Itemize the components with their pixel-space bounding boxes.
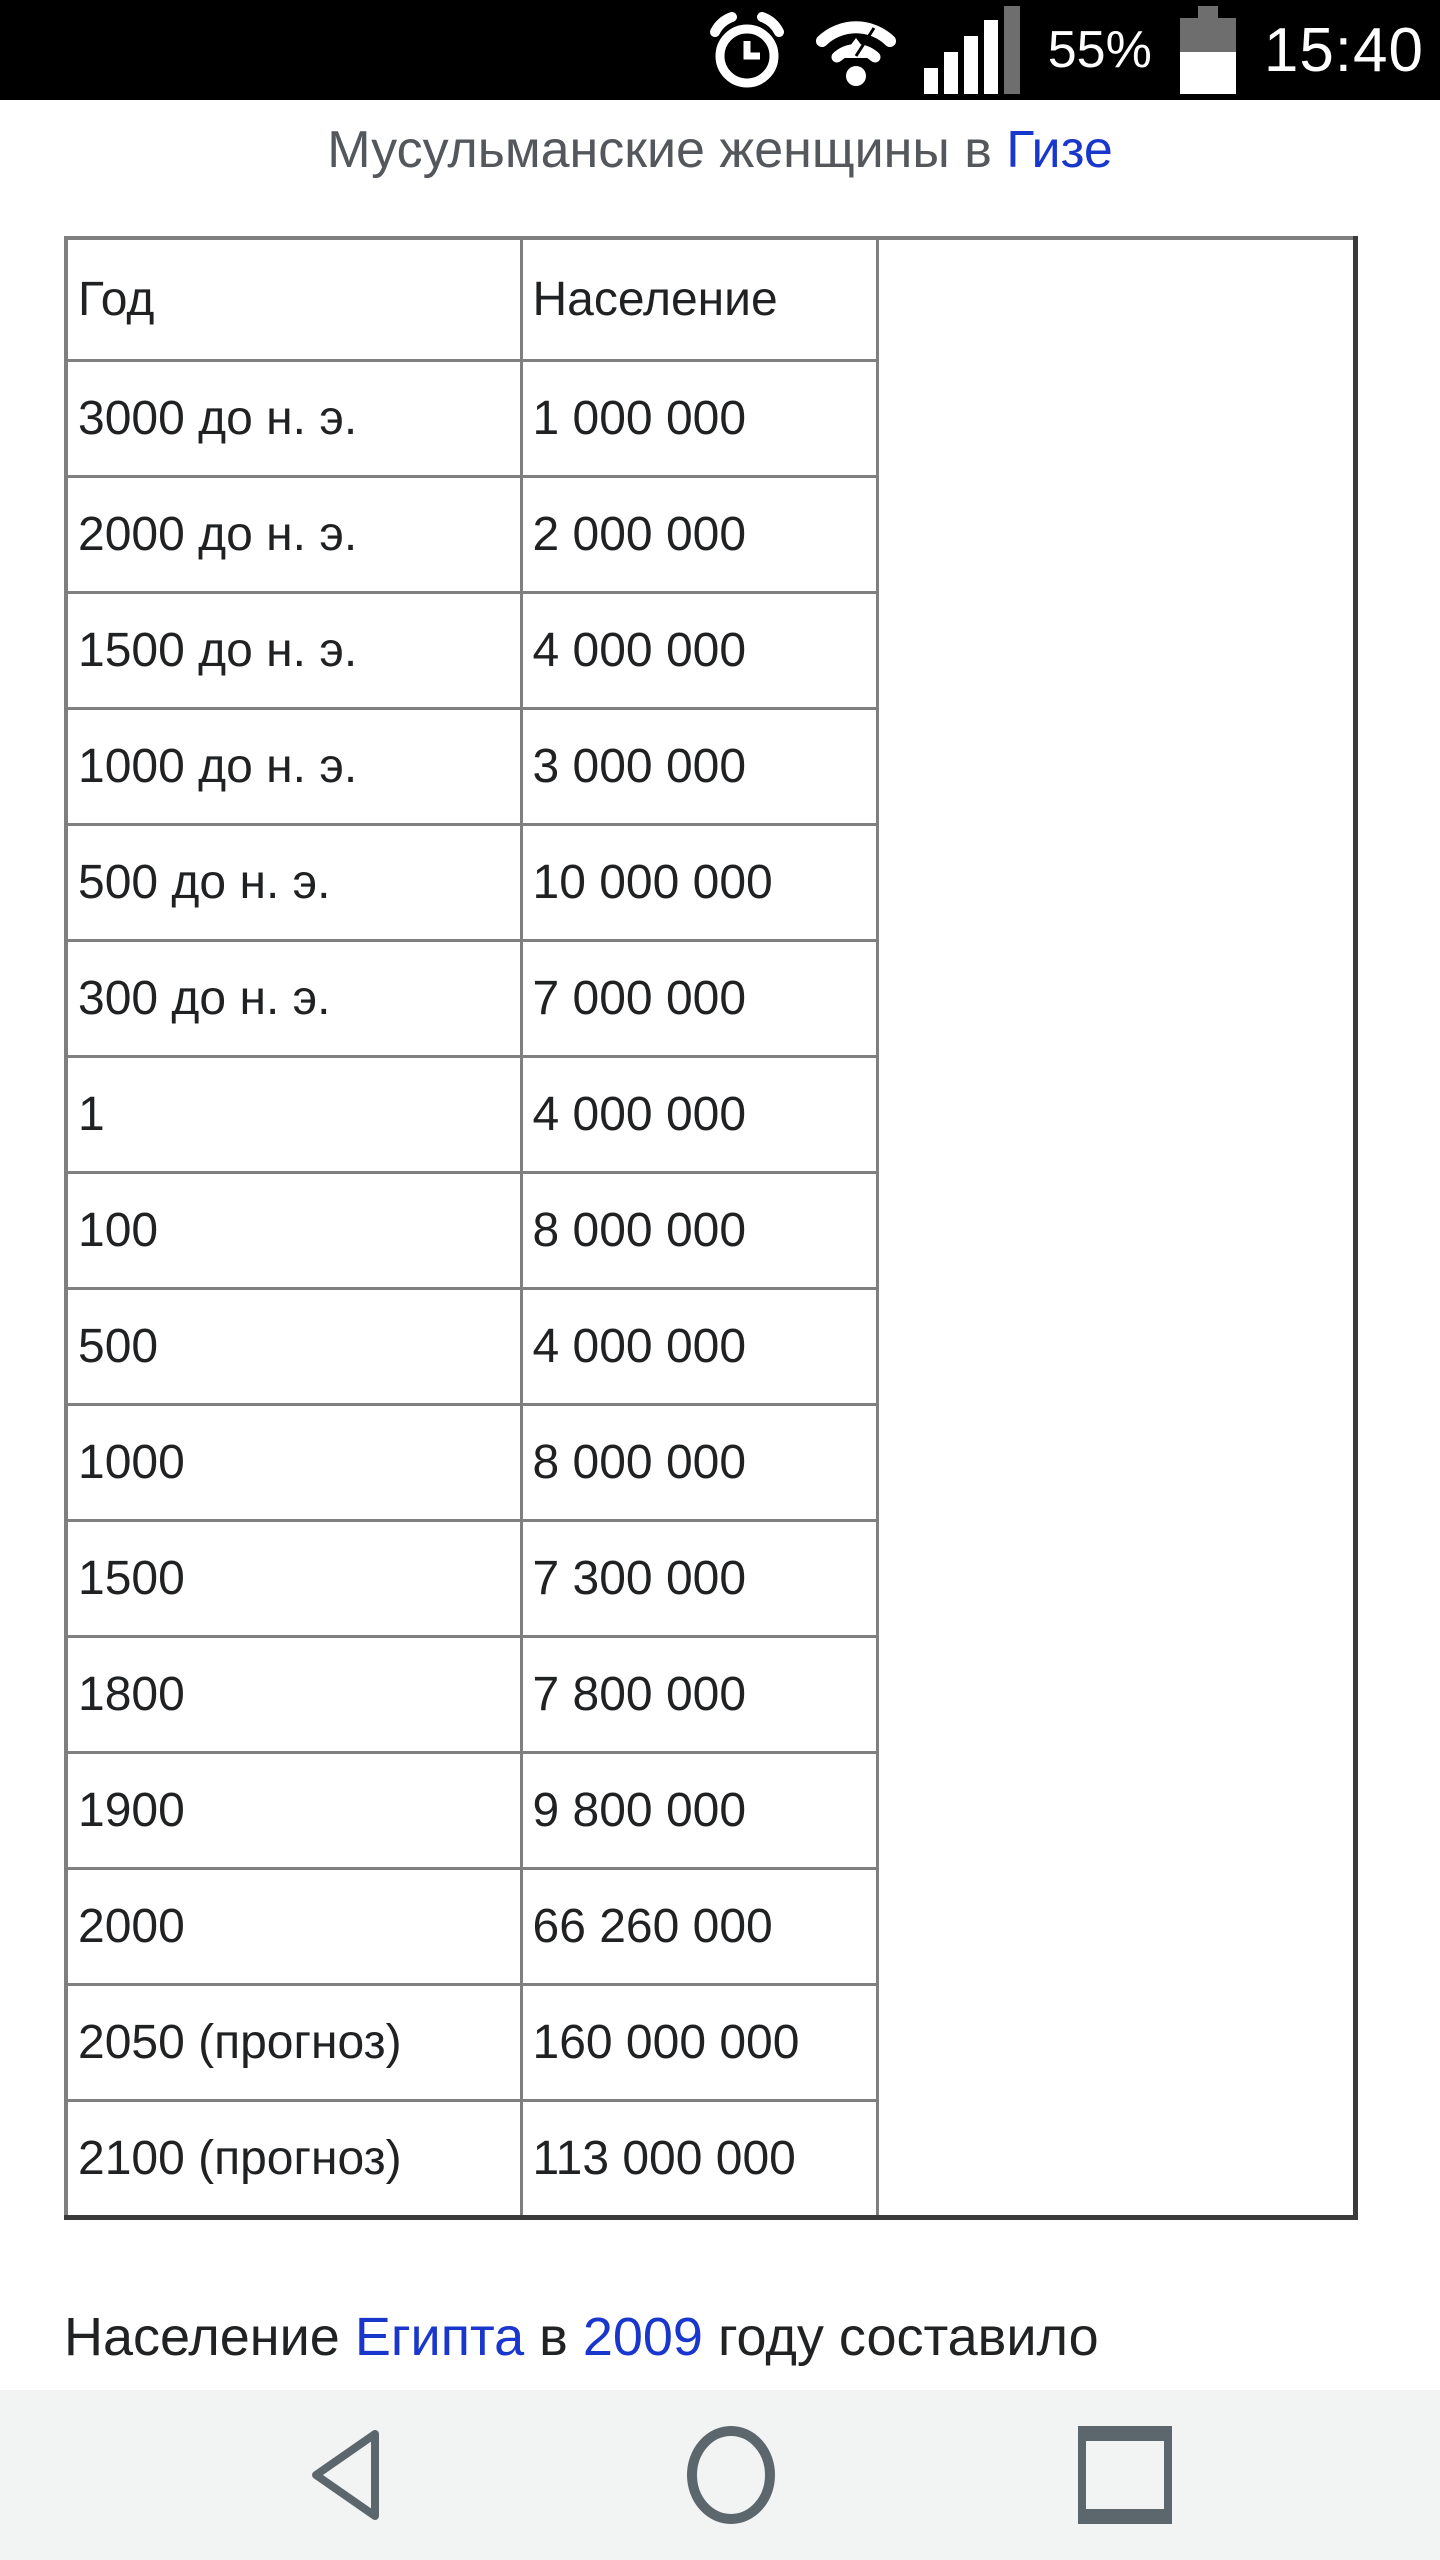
back-icon[interactable] — [303, 2426, 389, 2524]
footer-text-part: в — [524, 2307, 583, 2367]
population-cell: 8 000 000 — [519, 1403, 879, 1522]
year-cell: 1900 — [64, 1751, 523, 1870]
status-bar: 55% 15:40 — [0, 0, 1440, 100]
population-cell: 9 800 000 — [519, 1751, 879, 1870]
population-table: Год Население 3000 до н. э. 1 000 000 200… — [64, 236, 1358, 2220]
year-cell: 1500 — [64, 1519, 523, 1638]
table-row: 500 4 000 000 — [64, 1287, 1355, 1406]
android-nav-bar — [0, 2390, 1440, 2560]
table-row: 1500 7 300 000 — [64, 1519, 1355, 1638]
population-cell: 4 000 000 — [519, 1287, 879, 1406]
page-title: Мусульманские женщины в Гизе — [0, 114, 1440, 186]
population-table-body: Год Население 3000 до н. э. 1 000 000 200… — [64, 236, 1357, 2219]
home-icon[interactable] — [684, 2426, 778, 2524]
battery-percent: 55% — [1047, 21, 1152, 79]
year-cell: 500 — [64, 1287, 523, 1406]
population-cell: 3 000 000 — [519, 707, 879, 826]
wifi-icon — [815, 21, 896, 86]
footer-sentence: Население Египта в 2009 году составило — [64, 2304, 1376, 2370]
year-cell: 1000 — [64, 1403, 523, 1522]
year-cell: 1 — [64, 1055, 523, 1174]
year-cell: 500 до н. э. — [64, 823, 523, 942]
giza-link[interactable]: Гизе — [1006, 121, 1113, 179]
col-header-year: Год — [64, 236, 523, 362]
status-time: 15:40 — [1263, 15, 1424, 85]
col-header-population: Население — [519, 236, 879, 362]
signal-icon — [923, 6, 1020, 94]
page-title-text: Мусульманские женщины в — [327, 121, 1007, 179]
population-cell: 4 000 000 — [519, 591, 879, 710]
table-row: 2050 (прогноз) 160 000 000 — [64, 1983, 1355, 2102]
table-row: 1800 7 800 000 — [64, 1635, 1355, 1754]
battery-icon — [1179, 6, 1236, 94]
table-header-row: Год Население — [64, 236, 1357, 2219]
population-cell: 7 800 000 — [519, 1635, 879, 1754]
year-cell: 2000 — [64, 1867, 523, 1986]
footer-text-part: году составило — [702, 2307, 1099, 2367]
population-cell: 8 000 000 — [519, 1171, 879, 1290]
year-cell: 2100 (прогноз) — [64, 2099, 523, 2219]
population-cell: 2 000 000 — [519, 475, 879, 594]
table-row: 1000 8 000 000 — [64, 1403, 1355, 1522]
year-cell: 2000 до н. э. — [64, 475, 523, 594]
population-cell: 7 300 000 — [519, 1519, 879, 1638]
table-row: 1900 9 800 000 — [64, 1751, 1355, 1870]
footer-text-part: Население — [64, 2307, 355, 2367]
table-row: 1500 до н. э. 4 000 000 — [64, 591, 1355, 710]
year-cell: 100 — [64, 1171, 523, 1290]
population-cell: 4 000 000 — [519, 1055, 879, 1174]
population-cell: 160 000 000 — [519, 1983, 879, 2102]
population-cell: 113 000 000 — [519, 2099, 879, 2219]
table-row: 100 8 000 000 — [64, 1171, 1355, 1290]
year-cell: 1800 — [64, 1635, 523, 1754]
year-cell: 1500 до н. э. — [64, 591, 523, 710]
egypt-link[interactable]: Египта — [354, 2307, 525, 2367]
table-empty-cell — [875, 236, 1357, 2219]
table-row: 2000 до н. э. 2 000 000 — [64, 475, 1355, 594]
year-cell: 3000 до н. э. — [64, 359, 523, 478]
table-row: 2100 (прогноз) 113 000 000 — [64, 2099, 1355, 2219]
table-row: 3000 до н. э. 1 000 000 — [64, 359, 1355, 478]
population-cell: 66 260 000 — [519, 1867, 879, 1986]
year-cell: 300 до н. э. — [64, 939, 523, 1058]
table-row: 1000 до н. э. 3 000 000 — [64, 707, 1355, 826]
year-cell: 1000 до н. э. — [64, 707, 523, 826]
population-cell: 10 000 000 — [519, 823, 879, 942]
recents-icon[interactable] — [1078, 2426, 1172, 2524]
table-row: 500 до н. э. 10 000 000 — [64, 823, 1355, 942]
alarm-icon — [709, 12, 784, 88]
table-row: 2000 66 260 000 — [64, 1867, 1355, 1986]
population-cell: 1 000 000 — [519, 359, 879, 478]
year-cell: 2050 (прогноз) — [64, 1983, 523, 2102]
population-cell: 7 000 000 — [519, 939, 879, 1058]
table-row: 300 до н. э. 7 000 000 — [64, 939, 1355, 1058]
year-2009-link[interactable]: 2009 — [582, 2307, 703, 2367]
